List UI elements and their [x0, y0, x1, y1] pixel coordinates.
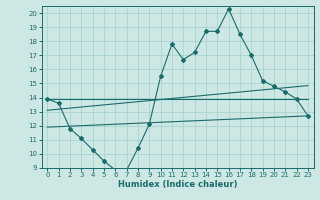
X-axis label: Humidex (Indice chaleur): Humidex (Indice chaleur): [118, 180, 237, 189]
